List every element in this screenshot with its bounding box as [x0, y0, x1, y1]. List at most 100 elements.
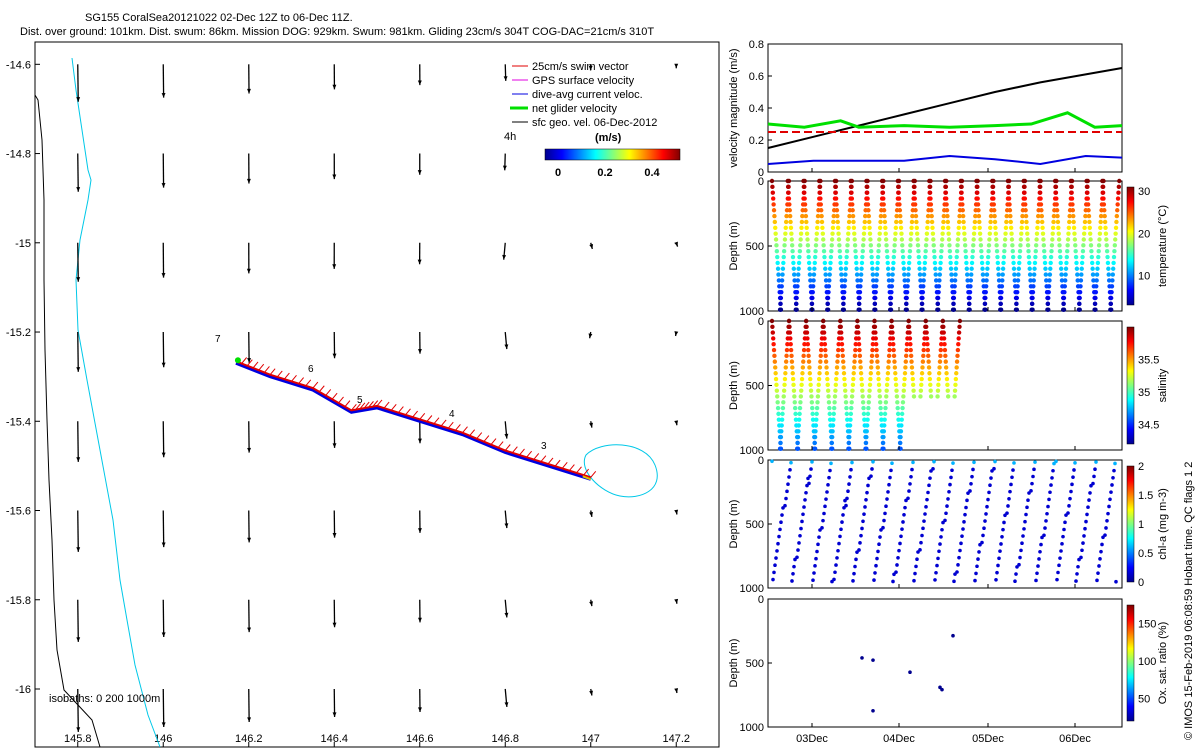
data-point: [1115, 202, 1120, 207]
data-point: [954, 249, 960, 254]
data-point: [900, 527, 904, 531]
data-point: [956, 219, 962, 225]
data-point: [795, 440, 800, 446]
data-point: [862, 417, 867, 422]
glider-track: [234, 357, 597, 481]
data-point: [948, 254, 953, 260]
data-point: [775, 549, 779, 553]
data-point: [1101, 202, 1107, 207]
data-point: [780, 513, 784, 517]
data-point: [1020, 213, 1025, 219]
data-point: [784, 213, 789, 219]
data-point: [838, 534, 842, 539]
vector-arrowhead: [247, 88, 251, 94]
data-point: [1066, 225, 1072, 230]
data-point: [860, 526, 864, 531]
data-point: [786, 482, 790, 486]
data-point: [869, 365, 874, 370]
data-point: [1018, 237, 1024, 242]
y-tick-label: 0: [758, 176, 764, 188]
data-point: [937, 359, 943, 364]
data-point: [840, 347, 845, 353]
data-point: [876, 376, 881, 382]
day-marker: 4: [449, 409, 455, 420]
y-tick-label: 1000: [740, 306, 764, 318]
data-point: [810, 295, 815, 301]
data-point: [964, 505, 968, 510]
data-point: [841, 295, 847, 301]
data-point: [940, 237, 945, 242]
data-point: [925, 225, 930, 230]
data-point: [860, 254, 865, 260]
data-point: [801, 353, 806, 359]
data-point: [867, 231, 873, 236]
vector-arrow: [77, 153, 79, 192]
data-point: [1017, 254, 1022, 260]
data-point: [939, 243, 945, 248]
data-point: [987, 231, 993, 236]
data-point: [1055, 577, 1059, 582]
data-point: [844, 260, 849, 266]
data-point: [972, 460, 976, 465]
data-point: [892, 249, 897, 254]
data-point: [1032, 260, 1038, 266]
data-point: [925, 219, 930, 225]
data-point: [899, 423, 904, 428]
data-point: [1092, 301, 1098, 307]
data-point: [920, 295, 925, 301]
data-point: [841, 513, 845, 517]
data-point: [987, 490, 991, 495]
data-point: [783, 359, 789, 364]
data-point: [1004, 219, 1009, 225]
data-point: [977, 219, 982, 225]
data-point: [967, 289, 973, 295]
data-point: [890, 278, 895, 283]
swim-vector: [390, 404, 397, 411]
data-point: [810, 289, 815, 295]
data-point: [931, 237, 936, 242]
vector-arrowhead: [504, 523, 509, 529]
data-point: [1057, 563, 1061, 568]
data-point: [1030, 289, 1036, 295]
data-point: [891, 347, 896, 353]
data-point: [774, 388, 780, 393]
data-point: [821, 243, 826, 248]
data-point: [919, 376, 924, 382]
data-point: [1000, 535, 1004, 539]
data-point: [907, 336, 913, 341]
data-point: [1054, 196, 1059, 201]
data-point: [1056, 570, 1060, 575]
data-point: [925, 342, 930, 347]
data-point: [781, 260, 786, 266]
data-point: [1098, 225, 1103, 230]
data-point: [856, 342, 862, 347]
data-point: [827, 272, 832, 277]
data-point: [849, 190, 854, 195]
data-point: [879, 178, 885, 184]
data-point: [844, 405, 849, 411]
data-point: [983, 295, 988, 301]
vector-arrowhead: [76, 97, 81, 102]
data-point: [936, 376, 941, 382]
data-point: [901, 266, 907, 271]
data-point: [862, 219, 868, 225]
swim-vector: [363, 401, 370, 409]
data-point: [882, 411, 888, 417]
data-point: [866, 400, 871, 405]
data-point: [824, 371, 830, 376]
data-point: [809, 400, 815, 405]
data-point: [870, 342, 876, 347]
data-point: [815, 400, 820, 405]
day-marker: 3: [541, 441, 547, 452]
data-point: [1069, 184, 1074, 190]
data-point: [956, 231, 961, 236]
data-point: [846, 225, 851, 230]
data-point: [891, 342, 896, 347]
data-point: [829, 440, 834, 446]
data-point: [787, 202, 792, 207]
data-point: [1058, 266, 1064, 271]
x-tick-label: 145.8: [64, 733, 92, 745]
data-point: [822, 254, 827, 260]
data-point: [988, 225, 993, 230]
data-point: [1021, 534, 1025, 538]
